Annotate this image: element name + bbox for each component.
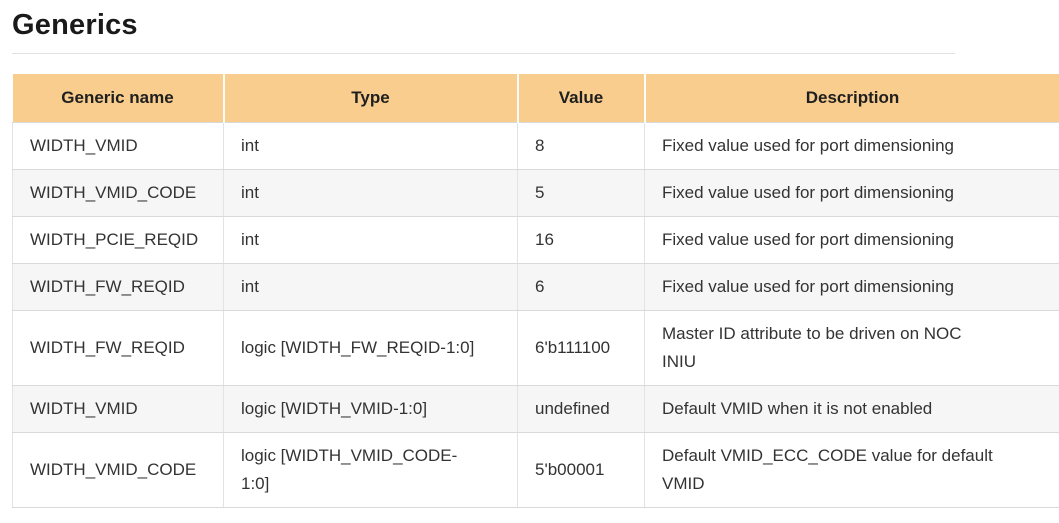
cell-generic-name: WIDTH_VMID_CODE — [12, 169, 224, 217]
table-row: WIDTH_FW_REQID logic [WIDTH_FW_REQID-1:0]… — [12, 310, 1059, 386]
cell-type: int — [223, 122, 518, 170]
document-page: Generics Generic name Type Value Descrip… — [0, 9, 1059, 523]
cell-type: logic [WIDTH_VMID-1:0] — [223, 385, 518, 433]
generics-table-container: Generic name Type Value Description WIDT… — [12, 74, 1059, 508]
cell-description: Default VMID when it is not enabled — [644, 385, 1059, 433]
cell-description: Fixed value used for port dimensioning — [644, 122, 1059, 170]
table-row: WIDTH_VMID_CODE logic [WIDTH_VMID_CODE-1:… — [12, 432, 1059, 508]
cell-type: logic [WIDTH_FW_REQID-1:0] — [223, 310, 518, 386]
table-row: WIDTH_FW_REQID int 6 Fixed value used for p… — [12, 263, 1059, 311]
cell-description: Fixed value used for port dimensioning — [644, 169, 1059, 217]
cell-generic-name: WIDTH_VMID — [12, 122, 224, 170]
cell-type: logic [WIDTH_VMID_CODE-1:0] — [223, 432, 518, 508]
column-header-value: Value — [517, 74, 646, 123]
column-header-generic-name: Generic name — [12, 74, 225, 123]
cell-description: Fixed value used for port dimensioning — [644, 216, 1059, 264]
cell-description: Default VMID_ECC_CODE value for default … — [644, 432, 1059, 508]
cell-description: Fixed value used for port dimensioning — [644, 263, 1059, 311]
cell-description: Master ID attribute to be driven on NOC … — [644, 310, 1059, 386]
column-header-type: Type — [223, 74, 519, 123]
table-row: WIDTH_VMID_CODE int 5 Fixed value used for … — [12, 169, 1059, 217]
page-title: Generics — [12, 9, 138, 41]
column-header-description: Description — [644, 74, 1059, 123]
title-divider — [12, 53, 955, 54]
cell-type: int — [223, 169, 518, 217]
cell-value: 8 — [517, 122, 645, 170]
table-row: WIDTH_VMID int 8 Fixed value used for port … — [12, 122, 1059, 170]
table-row: WIDTH_PCIE_REQID int 16 Fixed value used fo… — [12, 216, 1059, 264]
cell-value: 6 — [517, 263, 645, 311]
cell-generic-name: WIDTH_VMID — [12, 385, 224, 433]
cell-type: int — [223, 216, 518, 264]
cell-generic-name: WIDTH_VMID_CODE — [12, 432, 224, 508]
table-row: WIDTH_VMID logic [WIDTH_VMID-1:0] undefine… — [12, 385, 1059, 433]
cell-value: 5 — [517, 169, 645, 217]
cell-generic-name: WIDTH_PCIE_REQID — [12, 216, 224, 264]
generics-table: Generic name Type Value Description WIDT… — [12, 74, 1059, 508]
cell-type: int — [223, 263, 518, 311]
cell-generic-name: WIDTH_FW_REQID — [12, 310, 224, 386]
cell-value: undefined — [517, 385, 645, 433]
table-header-row: Generic name Type Value Description — [12, 74, 1059, 123]
cell-value: 16 — [517, 216, 645, 264]
cell-value: 6'b111100 — [517, 310, 645, 386]
cell-value: 5'b00001 — [517, 432, 645, 508]
cell-generic-name: WIDTH_FW_REQID — [12, 263, 224, 311]
